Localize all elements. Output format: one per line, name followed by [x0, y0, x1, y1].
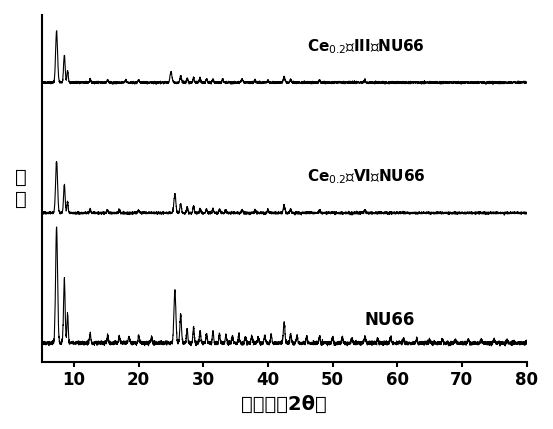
Y-axis label: 强
度: 强 度 [15, 168, 27, 209]
Text: NU66: NU66 [365, 311, 415, 329]
Text: Ce$_{0.2}$（VI）NU66: Ce$_{0.2}$（VI）NU66 [307, 168, 425, 187]
Text: Ce$_{0.2}$（III）NU66: Ce$_{0.2}$（III）NU66 [307, 37, 425, 56]
X-axis label: 衍射角（2θ）: 衍射角（2θ） [241, 395, 327, 414]
